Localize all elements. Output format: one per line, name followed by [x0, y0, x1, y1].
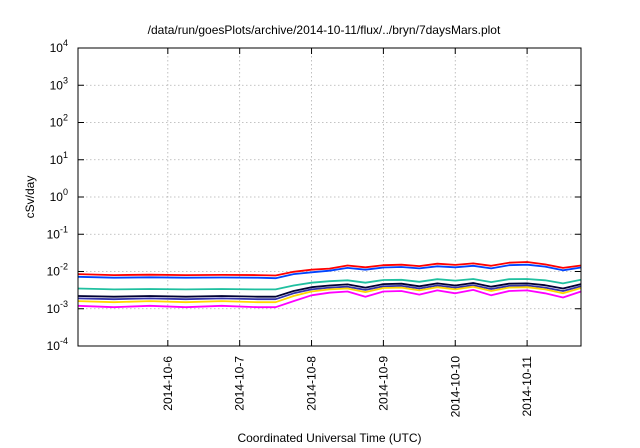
y-axis-label: cSv/day [23, 176, 37, 219]
x-tick-label: 2014-10-11 [520, 356, 534, 417]
series-line-2 [77, 263, 582, 280]
x-tick-label: 2014-10-8 [305, 356, 319, 411]
chart-title: /data/run/goesPlots/archive/2014-10-11/f… [148, 23, 501, 37]
series-line-3 [77, 278, 582, 291]
y-tick-label: 10-3 [47, 299, 68, 316]
y-tick-label: 10-4 [47, 336, 68, 353]
x-tick-label: 2014-10-6 [161, 356, 175, 411]
y-tick-label: 103 [50, 75, 68, 92]
y-tick-label: 101 [50, 150, 68, 167]
series-line-4 [77, 282, 582, 298]
series-line-5 [77, 284, 582, 301]
y-tick-label: 104 [50, 38, 68, 55]
x-tick-label: 2014-10-10 [448, 356, 462, 418]
x-axis-label: Coordinated Universal Time (UTC) [237, 431, 421, 445]
y-tick-label: 10-2 [47, 262, 68, 279]
y-tick-label: 10-1 [47, 224, 68, 241]
x-tick-label: 2014-10-7 [233, 356, 247, 411]
x-tick-labels: 2014-10-6 2014-10-7 2014-10-8 2014-10-9 2014… [161, 356, 534, 418]
series-line-7 [77, 288, 582, 309]
series-line-1 [77, 261, 582, 277]
axis-ticks [78, 47, 581, 347]
series-lines [77, 261, 582, 309]
y-tick-label: 100 [50, 187, 68, 204]
y-tick-label: 102 [50, 113, 68, 130]
x-tick-label: 2014-10-9 [376, 356, 390, 411]
y-tick-labels: 104 103 102 101 100 10-1 10-2 10-3 10-4 [47, 38, 68, 353]
series-line-6 [77, 285, 582, 304]
